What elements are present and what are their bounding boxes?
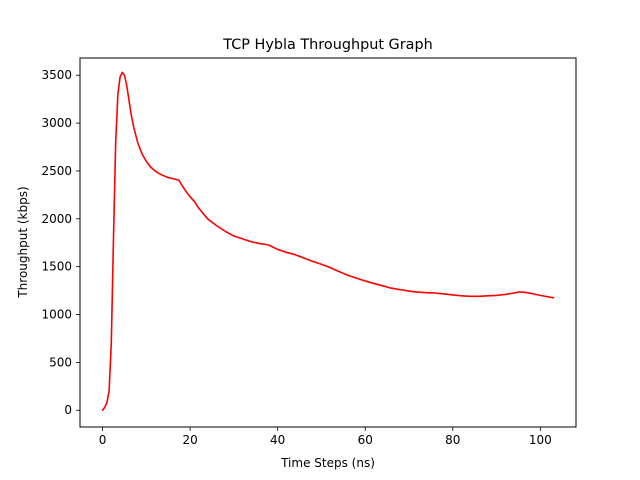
x-tick-label: 0 bbox=[99, 433, 107, 447]
y-tick-label: 3500 bbox=[41, 68, 72, 82]
y-tick-label: 2500 bbox=[41, 164, 72, 178]
y-tick-label: 1500 bbox=[41, 260, 72, 274]
y-tick-label: 1000 bbox=[41, 308, 72, 322]
y-tick-label: 500 bbox=[49, 355, 72, 369]
y-tick-label: 0 bbox=[64, 403, 72, 417]
y-axis: 0 500 1000 1500 2000 2500 3000 3500 bbox=[41, 68, 80, 417]
y-tick-label: 2000 bbox=[41, 212, 72, 226]
axes-frame bbox=[79, 57, 577, 428]
x-axis: 0 20 40 60 80 100 bbox=[99, 427, 552, 447]
x-tick-label: 20 bbox=[182, 433, 197, 447]
x-tick-label: 80 bbox=[445, 433, 460, 447]
x-tick-label: 40 bbox=[270, 433, 285, 447]
chart-title: TCP Hybla Throughput Graph bbox=[222, 37, 432, 53]
x-tick-label: 60 bbox=[358, 433, 373, 447]
series-line-0 bbox=[101, 71, 555, 412]
x-tick-label: 100 bbox=[529, 433, 552, 447]
y-axis-title: Throughput (kbps) bbox=[16, 186, 30, 298]
y-tick-label: 3000 bbox=[41, 116, 72, 130]
plot-area bbox=[101, 71, 555, 412]
x-axis-title: Time Steps (ns) bbox=[280, 456, 375, 470]
